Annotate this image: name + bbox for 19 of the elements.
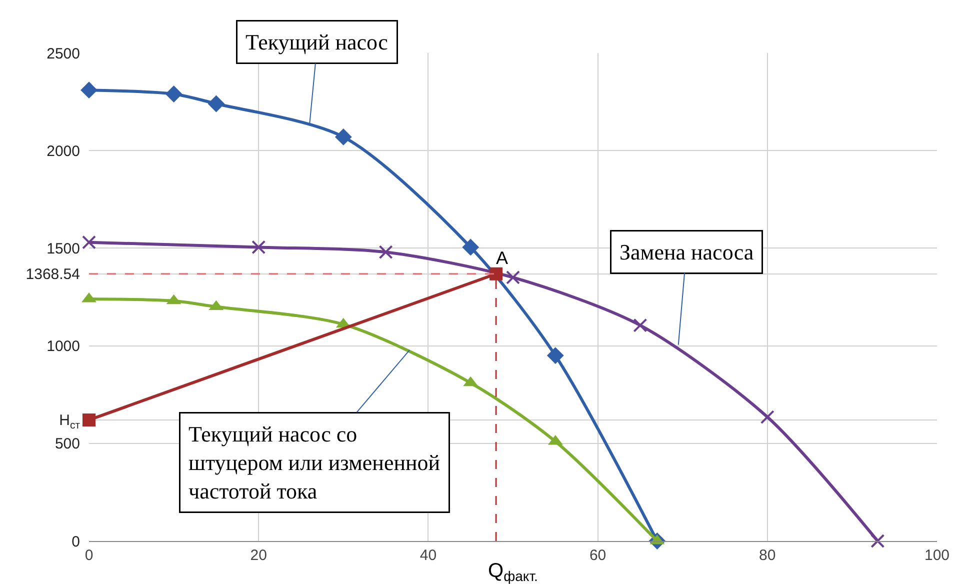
x-tick-label: 100 bbox=[924, 547, 950, 564]
annotation: A bbox=[496, 248, 508, 268]
y-tick-label: 2500 bbox=[46, 45, 80, 62]
x-tick-label: 60 bbox=[589, 547, 606, 564]
y-tick-label: 2000 bbox=[46, 142, 80, 160]
x-tick-label: 40 bbox=[420, 547, 437, 564]
x-tick-label: 20 bbox=[250, 547, 267, 564]
y-tick-label: 1500 bbox=[46, 240, 80, 258]
annotation: Текущий насос bbox=[246, 30, 388, 54]
y-tick-label: 0 bbox=[72, 533, 80, 550]
y-tick-label: 1368.54 bbox=[26, 266, 80, 284]
y-tick-label: 500 bbox=[54, 436, 80, 453]
annotation: Текущий насос со штуцером или измененной частотой тока bbox=[188, 422, 440, 504]
y-tick-label: 1000 bbox=[46, 338, 80, 356]
x-axis-title: Q$_{факт.}$ bbox=[488, 560, 538, 584]
y-tick-label: H$_{ст}$ bbox=[59, 412, 80, 432]
x-tick-label: 0 bbox=[84, 547, 94, 564]
x-tick-label: 80 bbox=[759, 547, 776, 564]
annotation: Замена насоса bbox=[620, 240, 754, 264]
